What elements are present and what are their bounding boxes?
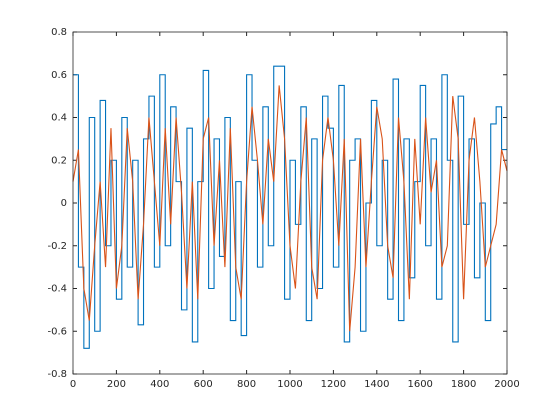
y-tick-label: -0.2 — [47, 241, 67, 252]
x-tick-label: 800 — [237, 379, 256, 390]
axes-box — [72, 31, 508, 375]
x-tick-label: 200 — [107, 379, 126, 390]
x-tick-label: 2000 — [494, 379, 519, 390]
x-tick-label: 1800 — [451, 379, 476, 390]
x-tick-label: 1400 — [364, 379, 389, 390]
line-series — [73, 65, 507, 349]
x-tick-label: 0 — [70, 379, 76, 390]
y-tick-label: 0.6 — [51, 70, 67, 81]
x-tick-label: 1600 — [407, 379, 432, 390]
y-tick-label: 0.2 — [51, 155, 67, 166]
x-tick-label: 1200 — [321, 379, 346, 390]
x-tick-label: 600 — [194, 379, 213, 390]
x-tick-label: 400 — [150, 379, 169, 390]
y-tick-label: -0.6 — [47, 326, 67, 337]
y-tick-label: 0.4 — [51, 113, 67, 124]
y-tick-label: 0.8 — [51, 27, 67, 38]
y-tick-label: -0.8 — [47, 369, 67, 380]
y-tick-label: -0.4 — [47, 284, 67, 295]
x-tick-label: 1000 — [277, 379, 302, 390]
line-series — [72, 85, 508, 332]
y-tick-label: 0 — [61, 198, 67, 209]
